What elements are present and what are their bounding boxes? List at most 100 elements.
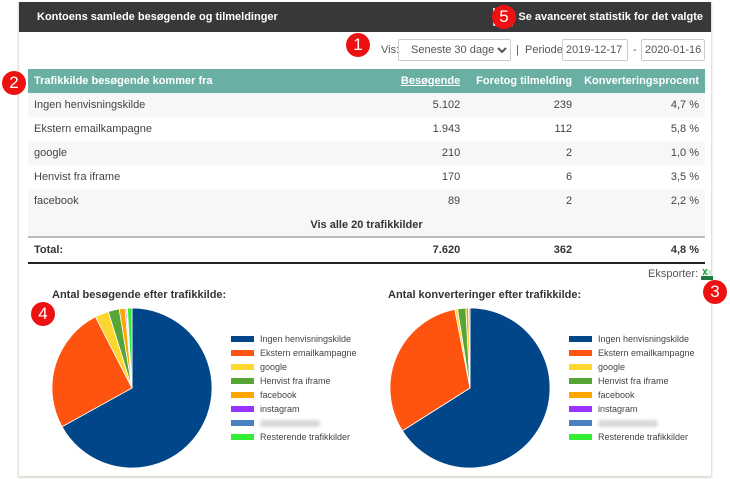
table-row: Henvist fra iframe 170 6 3,5 % — [28, 165, 705, 189]
legend-swatch — [231, 378, 254, 384]
legend-item: Ingen henvisningskilde — [569, 332, 695, 346]
legend-swatch — [231, 420, 254, 426]
cell-signups: 2 — [466, 189, 579, 213]
pie-slice-ekstern-emailkampagne — [51, 316, 133, 428]
cell-visitors: 89 — [365, 189, 467, 213]
table-row: Ingen henvisningskilde 5.102 239 4,7 % — [28, 93, 705, 117]
legend-swatch — [569, 378, 592, 384]
total-signups: 362 — [466, 237, 579, 264]
legend-label: google — [598, 362, 626, 372]
col-header-visitors[interactable]: Besøgende — [365, 69, 467, 93]
panel-header: Kontoens samlede besøgende og tilmelding… — [19, 2, 711, 32]
traffic-source-table: Trafikkilde besøgende kommer fra Besøgen… — [28, 69, 705, 264]
cell-source: google — [28, 141, 366, 165]
legend-swatch — [569, 336, 592, 342]
table-row: Ekstern emailkampagne 1.943 112 5,8 % — [28, 117, 705, 141]
legend-item: google — [231, 360, 357, 374]
conversions-pie-chart — [389, 307, 551, 469]
show-all-link[interactable]: Vis alle 20 trafikkilder — [28, 213, 705, 238]
annotation-badge-1: 1 — [346, 33, 370, 57]
legend-item — [231, 416, 357, 430]
legend-label: Resterende trafikkilder — [598, 432, 689, 442]
legend-swatch — [231, 336, 254, 342]
legend-swatch — [231, 364, 254, 370]
panel-title: Kontoens samlede besøgende og tilmelding… — [37, 11, 278, 23]
legend-item — [569, 416, 695, 430]
table-row: google 210 2 1,0 % — [28, 141, 705, 165]
visitors-chart-title: Antal besøgende efter trafikkilde: — [52, 289, 227, 301]
legend-item: Resterende trafikkilder — [231, 430, 357, 444]
vis-label: Vis: — [381, 44, 400, 56]
legend-item: Ingen henvisningskilde — [231, 332, 357, 346]
legend-label-redacted — [260, 419, 320, 427]
legend-swatch — [231, 406, 254, 412]
conversions-chart-legend: Ingen henvisningskilde Ekstern emailkampa… — [569, 332, 695, 444]
legend-label: Henvist fra iframe — [260, 376, 331, 386]
legend-swatch — [569, 434, 592, 440]
legend-item: instagram — [231, 402, 357, 416]
periode-label: Periode: — [525, 44, 566, 56]
cell-signups: 112 — [466, 117, 579, 141]
annotation-badge-4: 4 — [31, 302, 55, 326]
annotation-badge-2: 2 — [2, 71, 26, 95]
sort-visitors-link[interactable]: Besøgende — [400, 75, 461, 87]
pie-slice-ingen-henvisningskilde — [401, 307, 551, 469]
cell-visitors: 1.943 — [365, 117, 467, 141]
legend-label: Ingen henvisningskilde — [598, 334, 690, 344]
pie-slice-resterende-trafikkilder — [126, 307, 133, 389]
visitors-pie-chart — [51, 307, 213, 469]
legend-label: facebook — [598, 390, 635, 400]
col-header-conversion: Konverteringsprocent — [578, 69, 705, 93]
cell-visitors: 210 — [365, 141, 467, 165]
from-date-input[interactable] — [562, 39, 628, 61]
stats-panel: Kontoens samlede besøgende og tilmelding… — [18, 2, 714, 476]
legend-item: facebook — [569, 388, 695, 402]
cell-source: Ekstern emailkampagne — [28, 117, 366, 141]
col-header-source: Trafikkilde besøgende kommer fra — [28, 69, 366, 93]
annotation-badge-5: 5 — [492, 5, 516, 29]
advanced-stats-label: Se avanceret statistik for det valgte — [518, 11, 703, 23]
legend-item: Resterende trafikkilder — [569, 430, 695, 444]
advanced-stats-link[interactable]: Se avanceret statistik for det valgte — [492, 6, 703, 28]
excel-export-icon[interactable] — [701, 268, 714, 280]
legend-swatch — [569, 406, 592, 412]
legend-swatch — [569, 420, 592, 426]
legend-item: Ekstern emailkampagne — [569, 346, 695, 360]
cell-signups: 239 — [466, 93, 579, 117]
legend-swatch — [569, 392, 592, 398]
filter-bar: Vis: Seneste 30 dage | Periode: - — [19, 38, 705, 62]
pie-slice-ekstern-emailkampagne — [389, 308, 471, 432]
to-date-input[interactable] — [641, 39, 705, 61]
date-dash: - — [633, 44, 637, 56]
conversions-chart-title: Antal konverteringer efter trafikkilde: — [388, 289, 582, 301]
cell-conversion: 2,2 % — [578, 189, 705, 213]
legend-label: Ekstern emailkampagne — [260, 348, 357, 358]
legend-swatch — [569, 350, 592, 356]
legend-label: facebook — [260, 390, 297, 400]
cell-conversion: 5,8 % — [578, 117, 705, 141]
legend-item: Henvist fra iframe — [231, 374, 357, 388]
legend-swatch — [231, 350, 254, 356]
cell-conversion: 1,0 % — [578, 141, 705, 165]
export-label: Eksporter: — [648, 268, 699, 280]
legend-label-redacted — [598, 419, 658, 427]
legend-item: facebook — [231, 388, 357, 402]
range-select[interactable]: Seneste 30 dage — [398, 39, 511, 61]
total-label: Total: — [28, 237, 366, 264]
legend-label: Resterende trafikkilder — [260, 432, 351, 442]
cell-conversion: 3,5 % — [578, 165, 705, 189]
legend-swatch — [231, 392, 254, 398]
table-header-row: Trafikkilde besøgende kommer fra Besøgen… — [28, 69, 705, 93]
total-visitors: 7.620 — [365, 237, 467, 264]
legend-label: instagram — [260, 404, 300, 414]
cell-visitors: 5.102 — [365, 93, 467, 117]
legend-item: google — [569, 360, 695, 374]
legend-label: google — [260, 362, 288, 372]
legend-label: Ekstern emailkampagne — [598, 348, 695, 358]
cell-source: facebook — [28, 189, 366, 213]
legend-item: Henvist fra iframe — [569, 374, 695, 388]
total-row: Total: 7.620 362 4,8 % — [28, 237, 705, 264]
legend-label: Henvist fra iframe — [598, 376, 669, 386]
cell-signups: 6 — [466, 165, 579, 189]
show-all-row[interactable]: Vis alle 20 trafikkilder — [28, 213, 705, 238]
